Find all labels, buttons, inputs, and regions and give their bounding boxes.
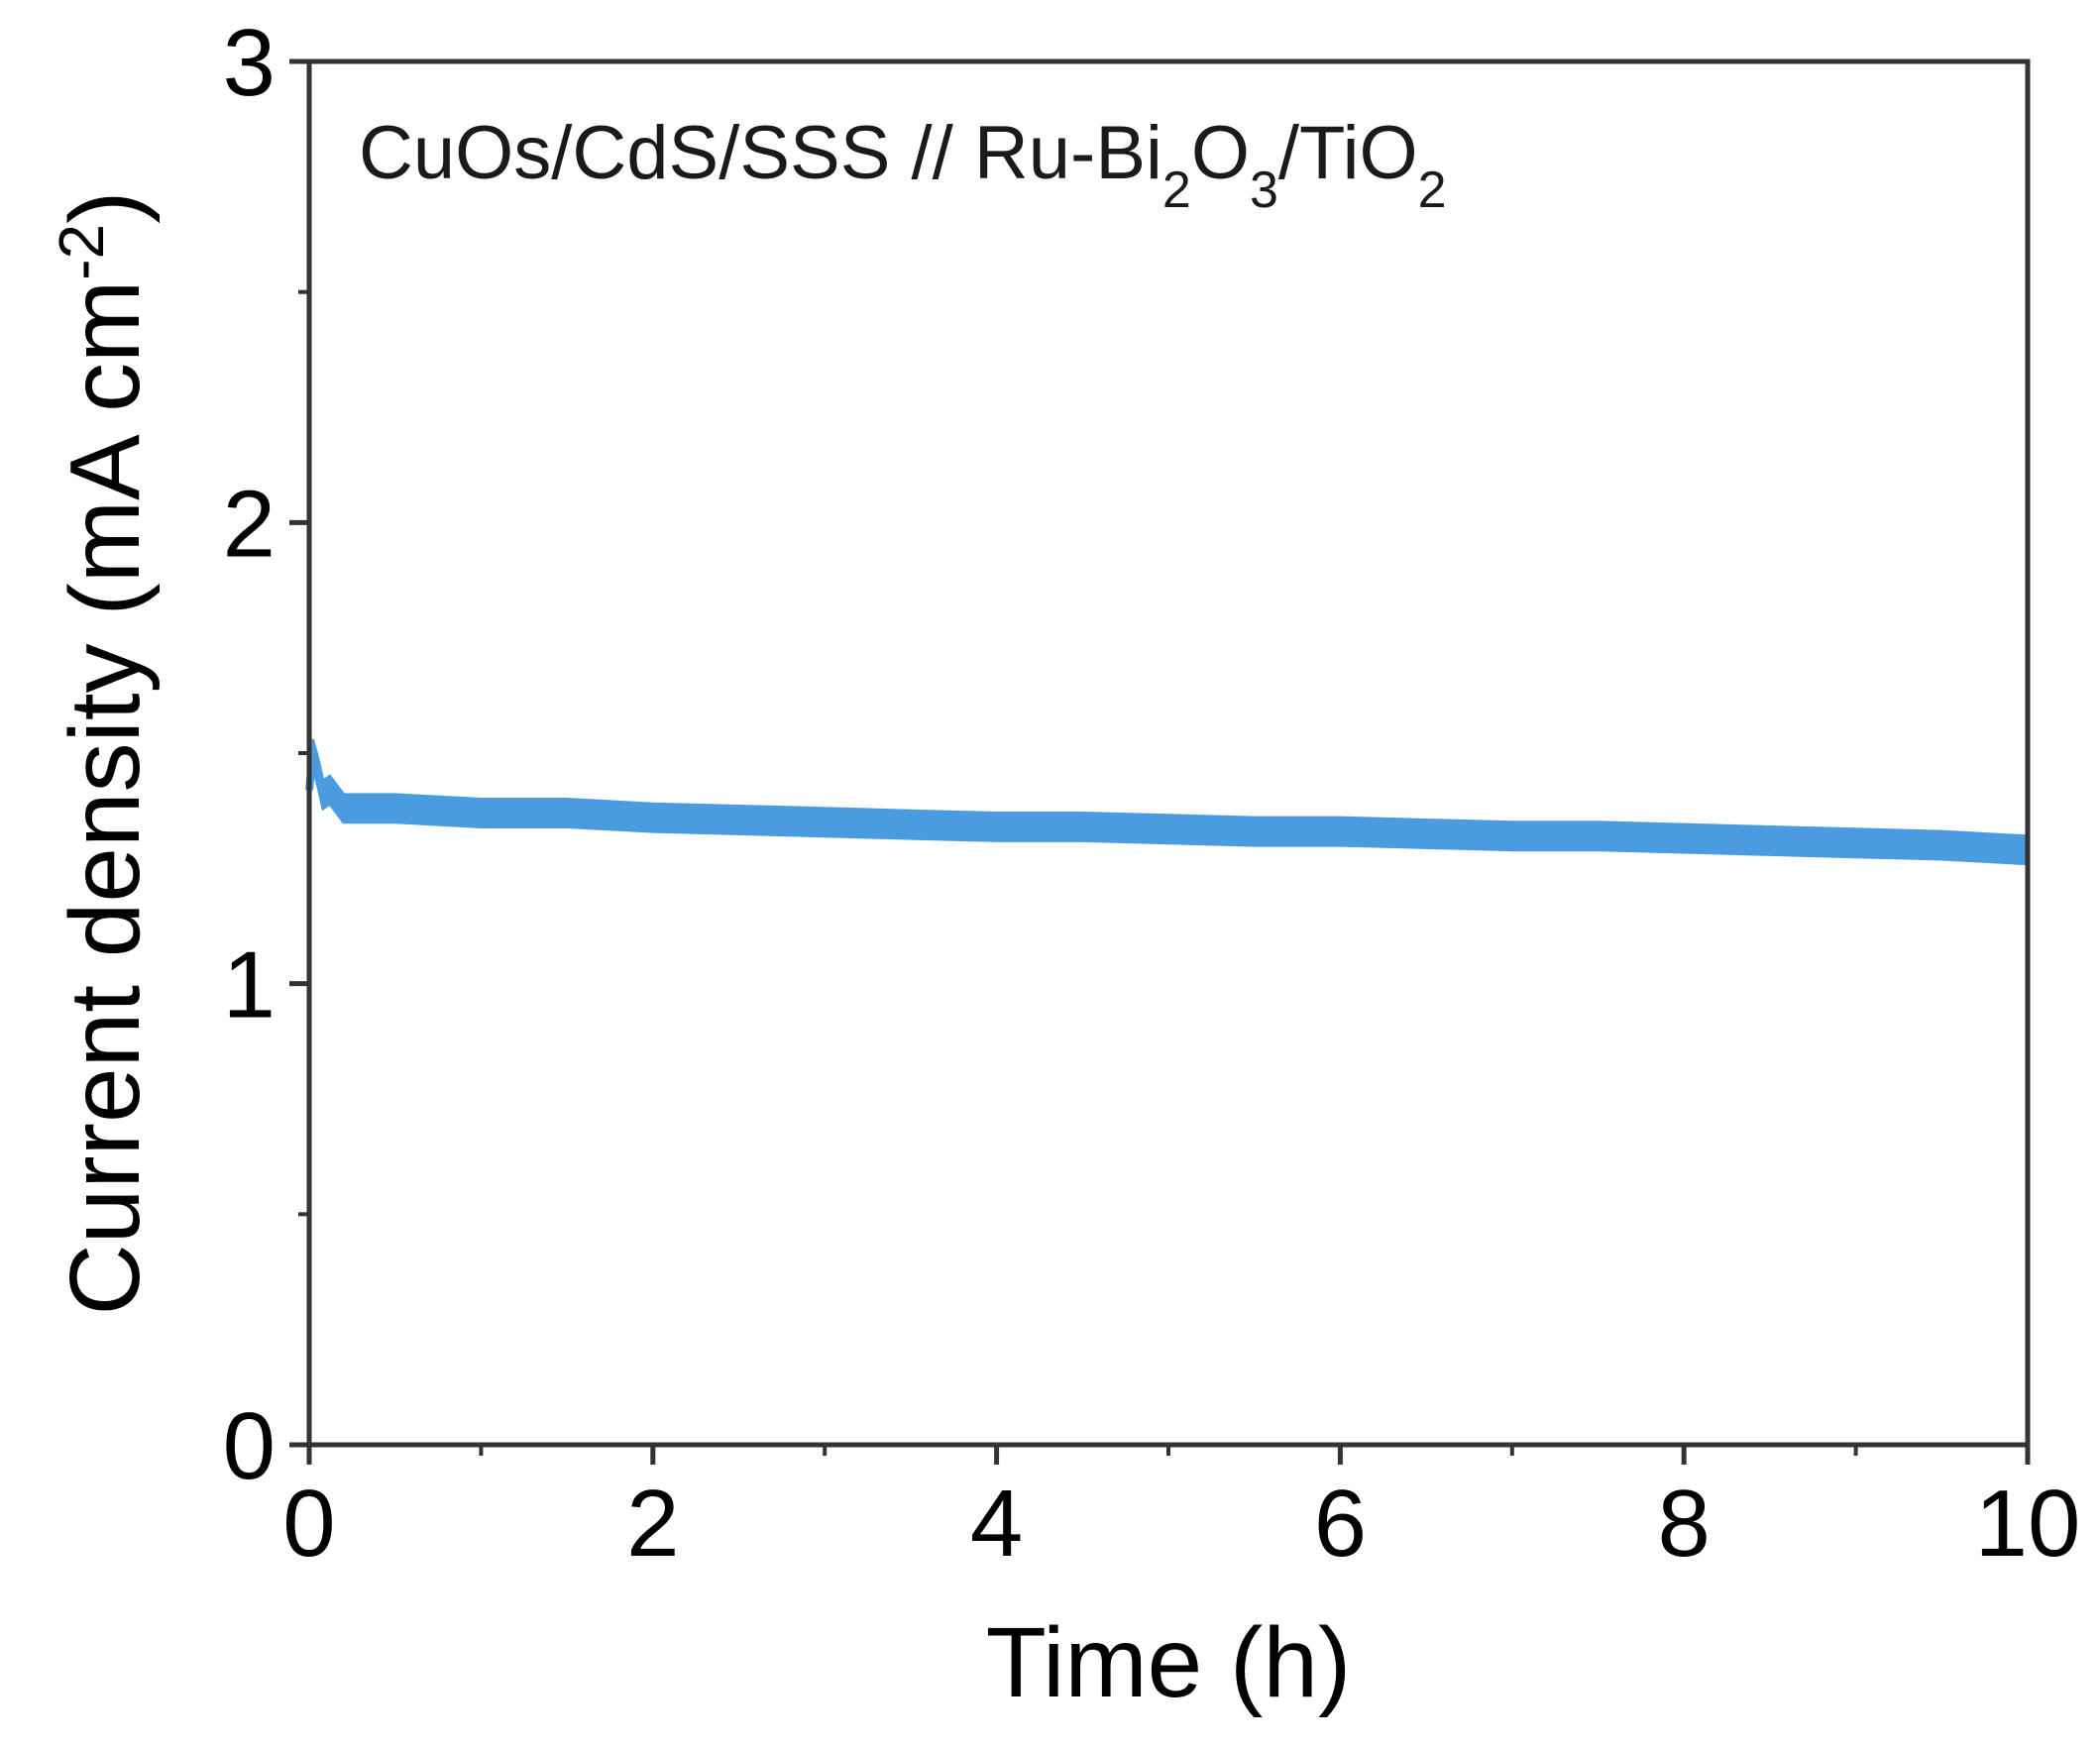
x-axis-title: Time (h) <box>986 1607 1352 1718</box>
annotation-subscript: 2 <box>1162 162 1191 219</box>
series-line-0 <box>305 749 2029 854</box>
x-tick-label: 6 <box>1314 1471 1367 1577</box>
plot-frame <box>306 58 2031 1448</box>
legend-annotation: CuOs/CdS/SSS // Ru-Bi2O3/TiO2 <box>359 111 1447 219</box>
annotation-subscript: 2 <box>1418 162 1447 219</box>
y-axis-title-sup: -2 <box>46 224 117 280</box>
y-tick-label: 2 <box>223 471 276 577</box>
x-tick-label: 10 <box>1975 1471 2081 1577</box>
ticks-layer <box>289 58 2031 1465</box>
annotation-text: O <box>1191 111 1250 195</box>
x-tick-label: 8 <box>1658 1471 1711 1577</box>
labels-layer: 0 2 4 6 8 10 0 1 2 3 <box>223 10 2081 1577</box>
annotation-text: CuOs/CdS/SSS // Ru-Bi <box>359 111 1162 195</box>
series-layer <box>305 738 2030 866</box>
y-axis-title-main: Current density (mA cm <box>50 280 161 1316</box>
x-tick-label: 0 <box>282 1471 335 1577</box>
y-axis-title: Current density (mA cm-2) <box>46 191 161 1316</box>
y-tick-label: 0 <box>223 1393 276 1499</box>
series-band-0 <box>307 738 2030 866</box>
annotation-subscript: 3 <box>1250 162 1278 219</box>
x-tick-label: 4 <box>970 1471 1023 1577</box>
x-tick-label: 2 <box>626 1471 679 1577</box>
y-tick-label: 1 <box>223 932 276 1038</box>
y-tick-label: 3 <box>223 10 276 116</box>
annotation-text: /TiO <box>1278 111 1418 195</box>
y-axis-title-close: ) <box>50 191 161 224</box>
